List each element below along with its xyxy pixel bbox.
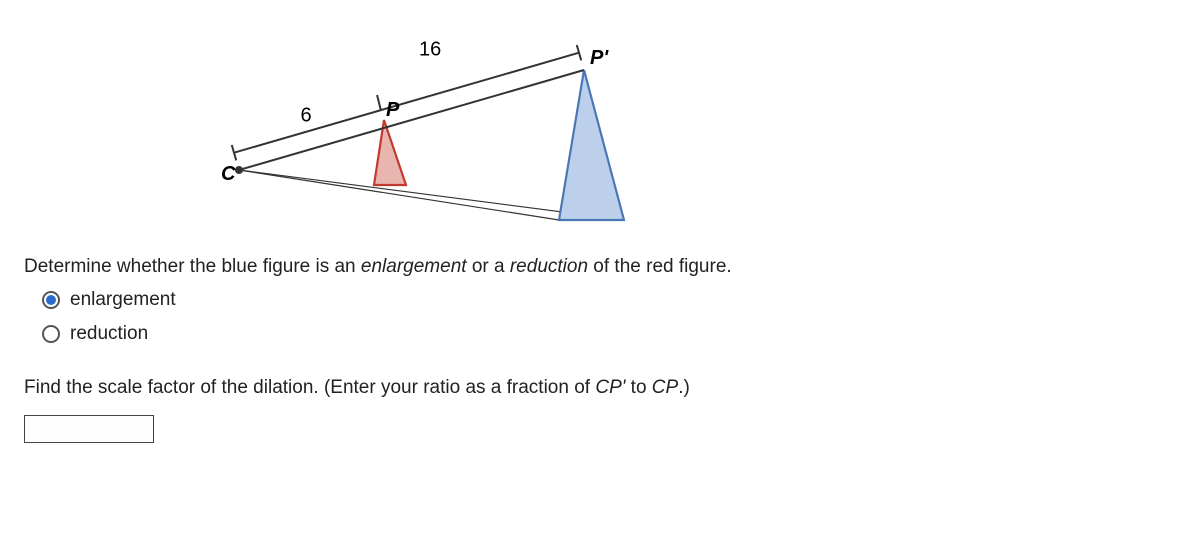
q2-pre: Find the scale factor of the dilation. (… [24, 377, 595, 398]
options-group: enlargement reduction [42, 289, 1176, 345]
scale-factor-input[interactable] [24, 415, 154, 443]
q2-cp: CP [652, 377, 678, 398]
radio-reduction[interactable] [42, 325, 60, 343]
q2-post: .) [678, 377, 690, 398]
svg-text:6: 6 [300, 105, 311, 127]
diagram-svg: C P P' 6 16 [204, 20, 644, 230]
q2-cp-prime: CP' [595, 377, 625, 398]
radio-dot-enlargement [46, 295, 56, 305]
q2-mid: to [625, 377, 651, 398]
q1-post: of the red figure. [588, 256, 732, 277]
q1-reduction: reduction [510, 256, 588, 277]
svg-text:P: P [386, 99, 400, 121]
option-enlargement[interactable]: enlargement [42, 289, 1176, 311]
option-enlargement-label: enlargement [70, 289, 176, 311]
svg-text:P': P' [590, 47, 609, 69]
question-enlarge-or-reduce: Determine whether the blue figure is an … [24, 254, 1176, 281]
question-scale-factor: Find the scale factor of the dilation. (… [24, 375, 1176, 402]
q1-pre: Determine whether the blue figure is an [24, 256, 361, 277]
q1-enlargement: enlargement [361, 256, 467, 277]
option-reduction-label: reduction [70, 323, 148, 345]
radio-enlargement[interactable] [42, 291, 60, 309]
svg-text:16: 16 [419, 39, 441, 61]
svg-text:C: C [221, 163, 236, 185]
dilation-diagram: C P P' 6 16 [204, 20, 1176, 236]
option-reduction[interactable]: reduction [42, 323, 1176, 345]
q1-mid2: or a [467, 256, 510, 277]
